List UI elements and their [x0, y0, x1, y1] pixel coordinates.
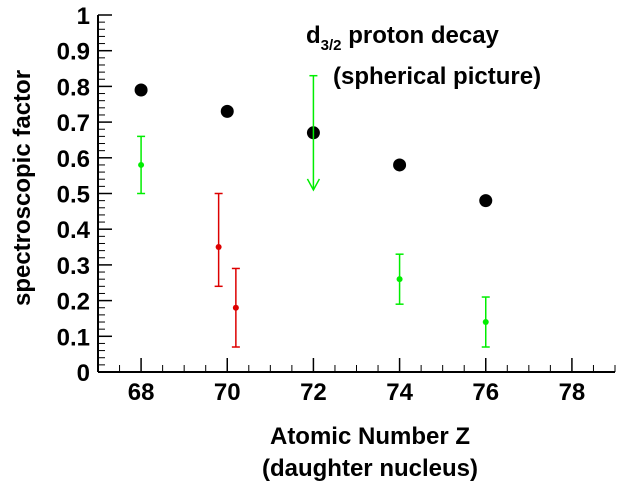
y-tick-label: 0.5 [57, 182, 90, 209]
x-tick-label: 74 [386, 379, 413, 406]
x-axis-label: Atomic Number Z [270, 423, 470, 450]
y-tick-label: 0 [77, 360, 90, 387]
y-tick-label: 0.2 [57, 289, 90, 316]
y-axis-label: spectroscopic factor [9, 70, 36, 306]
x-tick-label: 78 [559, 379, 586, 406]
data-point [138, 161, 145, 168]
y-tick-label: 0.7 [57, 110, 90, 137]
upper-limit-arrow [306, 178, 321, 192]
data-point [215, 244, 222, 251]
data-point [396, 276, 403, 283]
chart-subtitle: (spherical picture) [333, 63, 541, 90]
tick-labels: 0 0.1 0.2 0.3 0.4 0.5 0.6 0.7 0.8 0.9 1 68 70 72 74 76 7… [57, 3, 586, 406]
y-tick-label: 0.3 [57, 253, 90, 280]
data-marks [134, 74, 493, 348]
x-axis-label-line2: (daughter nucleus) [262, 455, 478, 482]
y-tick-label: 0.4 [57, 217, 91, 244]
data-point-large [393, 158, 407, 172]
data-point-large [134, 83, 148, 97]
data-point [232, 304, 239, 311]
y-tick-label: 0.6 [57, 146, 90, 173]
x-tick-label: 72 [300, 379, 327, 406]
data-point-large [479, 194, 493, 208]
tick-marks [97, 14, 616, 373]
chart-title-subscript: 3/2 [321, 37, 342, 54]
y-tick-label: 1 [77, 3, 90, 30]
y-tick-label: 0.9 [57, 39, 90, 66]
x-tick-label: 76 [472, 379, 499, 406]
chart-title-main: d [306, 22, 321, 49]
x-tick-label: 70 [214, 379, 241, 406]
data-point [482, 319, 489, 326]
x-tick-label: 68 [128, 379, 155, 406]
y-tick-label: 0.1 [57, 324, 90, 351]
chart-title-rest: proton decay [342, 22, 500, 49]
y-tick-label: 0.8 [57, 74, 90, 101]
chart-title: d3/2 proton decay [306, 22, 500, 54]
data-point-large [220, 104, 234, 118]
